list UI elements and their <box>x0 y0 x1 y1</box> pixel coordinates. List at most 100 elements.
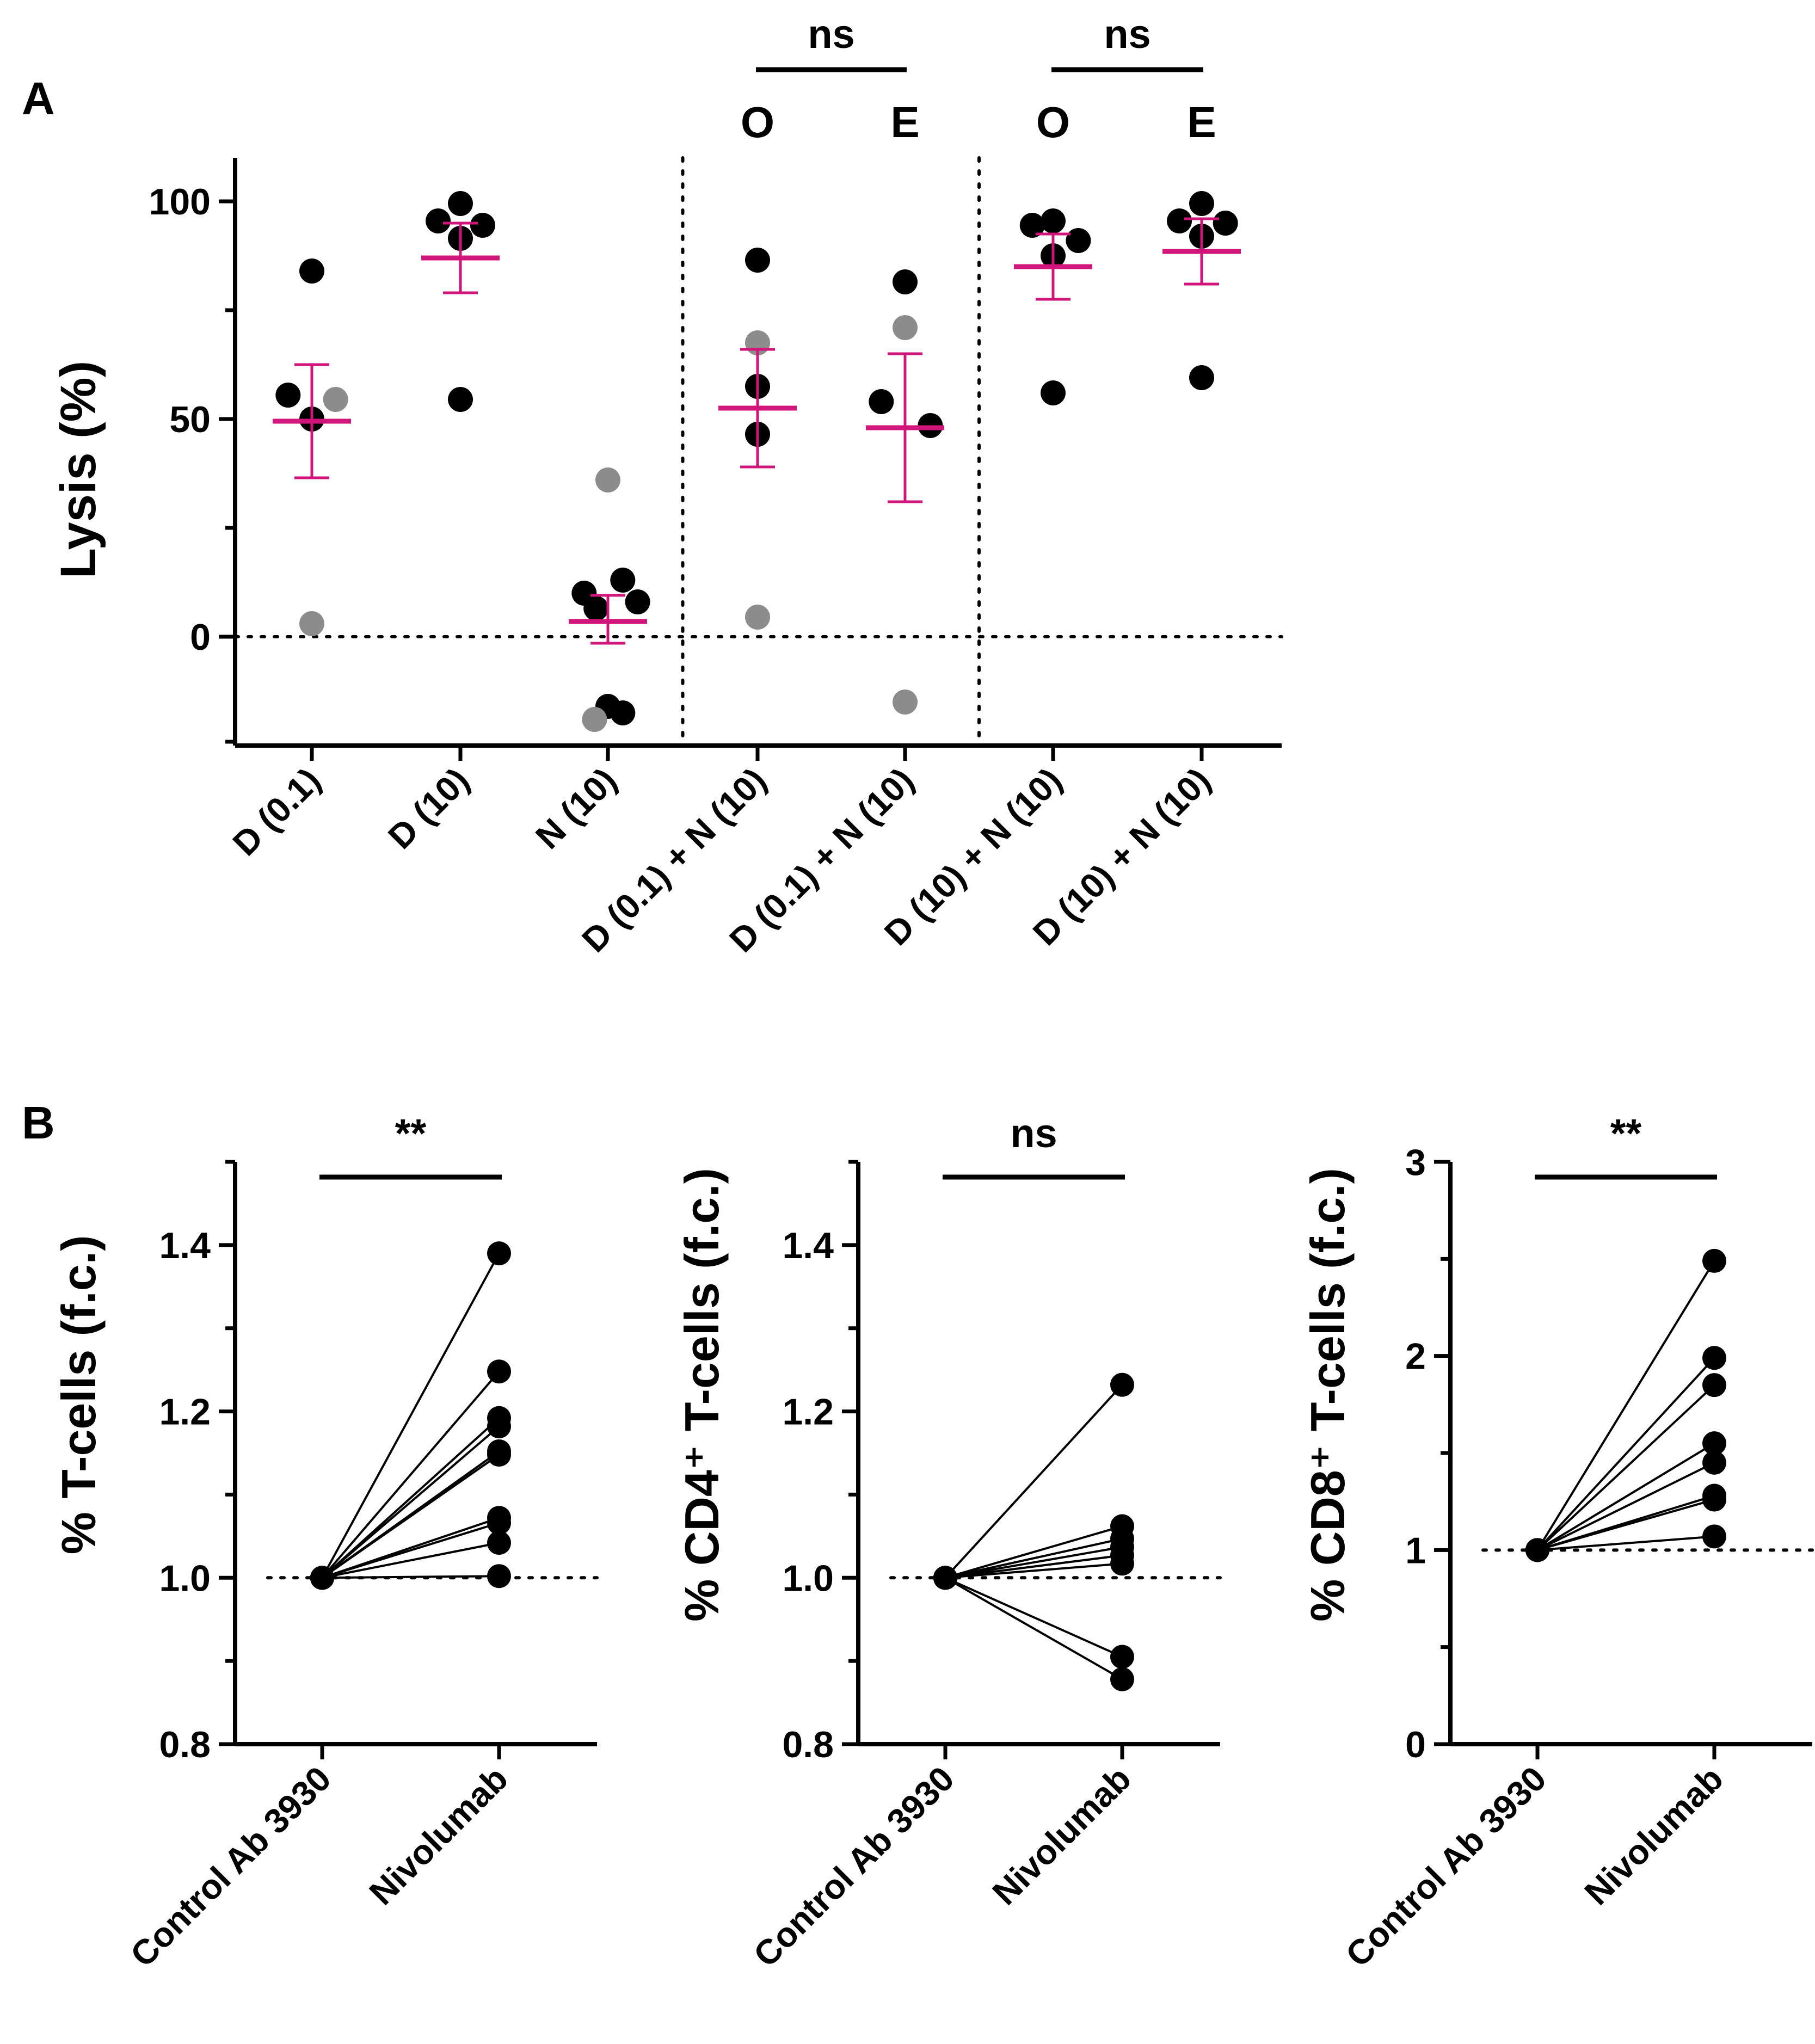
b1-significance-label: ** <box>395 1111 427 1156</box>
b2-y-tick-label: 1.2 <box>782 1392 834 1433</box>
a-data-point <box>470 213 495 238</box>
a-data-point <box>745 248 770 273</box>
b3-y-tick-label: 3 <box>1405 1142 1426 1183</box>
a-data-point <box>610 568 636 593</box>
b3-x-tick-label: Nivolumab <box>1577 1759 1731 1912</box>
b1-y-tick-label: 0.8 <box>159 1724 211 1765</box>
a-data-point <box>1066 228 1091 253</box>
b2-pair-line <box>945 1562 1123 1579</box>
b2-data-point <box>1110 1667 1134 1691</box>
b1-x-tick-label: Nivolumab <box>362 1759 515 1912</box>
a-data-point <box>426 208 451 233</box>
b2-data-point <box>1110 1645 1134 1669</box>
b3-pair-line <box>1536 1384 1715 1551</box>
a-significance-label: ns <box>808 11 854 57</box>
b2-pair-line <box>945 1577 1123 1658</box>
a-data-point <box>893 269 918 294</box>
b3-pair-line <box>1536 1260 1715 1551</box>
b1-pair-line <box>321 1370 500 1579</box>
a-data-point <box>1189 191 1214 216</box>
b1-pair-line <box>322 1522 500 1579</box>
a-significance-label: ns <box>1104 11 1150 57</box>
b3-data-point <box>1525 1538 1549 1562</box>
b3-pair-line <box>1536 1442 1715 1552</box>
b3-data-point <box>1702 1487 1726 1512</box>
a-data-point <box>583 596 609 621</box>
a-data-point <box>275 383 301 408</box>
a-data-point <box>1041 380 1066 405</box>
b2-pair-line <box>945 1554 1123 1579</box>
a-group-label: O <box>741 98 774 146</box>
b1-x-tick-label: Control Ab 3930 <box>123 1759 339 1974</box>
b1-data-point <box>487 1511 511 1535</box>
a-data-point <box>299 258 324 284</box>
b1-y-tick-label: 1.0 <box>159 1557 211 1599</box>
b1-pair-line <box>322 1575 500 1579</box>
a-group-label: E <box>1187 98 1216 146</box>
b3-data-point <box>1702 1373 1726 1397</box>
b2-pair-line <box>944 1384 1123 1579</box>
a-data-point <box>1041 208 1066 233</box>
b3-pair-line <box>1537 1498 1715 1552</box>
a-data-point <box>869 389 894 414</box>
b3-x-tick-label: Control Ab 3930 <box>1338 1759 1554 1974</box>
a-x-tick-label: D (0.1) <box>225 760 328 863</box>
b3-data-point <box>1702 1248 1726 1273</box>
b1-y-tick-label: 1.2 <box>159 1392 211 1433</box>
a-data-point <box>299 611 324 636</box>
a-y-tick-label: 0 <box>190 617 211 658</box>
b1-data-point <box>310 1566 334 1590</box>
b2-pair-line <box>945 1525 1123 1579</box>
a-data-point <box>893 315 918 340</box>
b2-pair-line <box>945 1577 1123 1680</box>
b2-y-tick-label: 1.0 <box>782 1557 834 1599</box>
b1-pair-line <box>321 1454 500 1579</box>
b3-data-point <box>1702 1524 1726 1549</box>
b1-pair-line <box>321 1425 500 1579</box>
a-x-tick-label: N (10) <box>528 760 624 857</box>
panel-b: B % T-cells (f.c.) 0.8 1.0 1.2 1.4 Control A… <box>22 1097 1814 1974</box>
panel-b1: % T-cells (f.c.) 0.8 1.0 1.2 1.4 Control Ab … <box>52 1111 599 1974</box>
a-y-tick-label: 50 <box>169 399 211 440</box>
a-data-point <box>1167 208 1192 233</box>
b1-y-tick-label: 1.4 <box>159 1225 211 1266</box>
a-data-point <box>893 689 918 715</box>
b2-x-tick-label: Nivolumab <box>985 1759 1139 1912</box>
b2-data-point <box>933 1566 957 1590</box>
a-data-point <box>1189 365 1214 390</box>
panel-a-y-axis-label: Lysis (%) <box>51 361 106 578</box>
a-data-point <box>625 589 650 614</box>
b1-data-point <box>487 1241 511 1266</box>
a-data-point <box>610 700 636 725</box>
b3-data-point <box>1702 1431 1726 1456</box>
b1-data-point <box>487 1564 511 1589</box>
b2-y-tick-label: 1.4 <box>782 1225 834 1266</box>
panel-label-b: B <box>22 1097 55 1148</box>
panel-b3: % CD8⁺ T-cells (f.c.) 0 1 2 3 Control Ab 393… <box>1301 1111 1814 1974</box>
b3-pair-line <box>1537 1462 1715 1552</box>
a-data-point <box>448 387 473 412</box>
panel-b2: % CD4⁺ T-cells (f.c.) 0.8 1.0 1.2 1.4 Contro… <box>675 1111 1222 1974</box>
b3-y-tick-label: 2 <box>1405 1336 1426 1377</box>
b3-data-point <box>1702 1346 1726 1370</box>
b2-y-tick-label: 0.8 <box>782 1724 834 1765</box>
b3-pair-line <box>1537 1535 1715 1552</box>
b2-pair-line <box>945 1546 1123 1579</box>
b1-pair-line <box>322 1542 500 1579</box>
a-data-point <box>323 387 348 412</box>
b3-data-point <box>1702 1450 1726 1475</box>
b2-data-point <box>1110 1552 1134 1576</box>
a-group-label: O <box>1036 98 1070 146</box>
b1-data-point <box>487 1359 511 1384</box>
b1-data-point <box>487 1443 511 1467</box>
b2-pair-line <box>945 1537 1123 1579</box>
b1-data-point <box>487 1414 511 1439</box>
panel-b1-y-axis-label: % T-cells (f.c.) <box>52 1235 106 1555</box>
a-data-point <box>595 467 620 492</box>
a-data-point <box>1019 213 1045 238</box>
b2-x-tick-label: Control Ab 3930 <box>746 1759 962 1974</box>
a-data-point <box>1213 211 1238 236</box>
b1-pair-line <box>321 1253 500 1579</box>
